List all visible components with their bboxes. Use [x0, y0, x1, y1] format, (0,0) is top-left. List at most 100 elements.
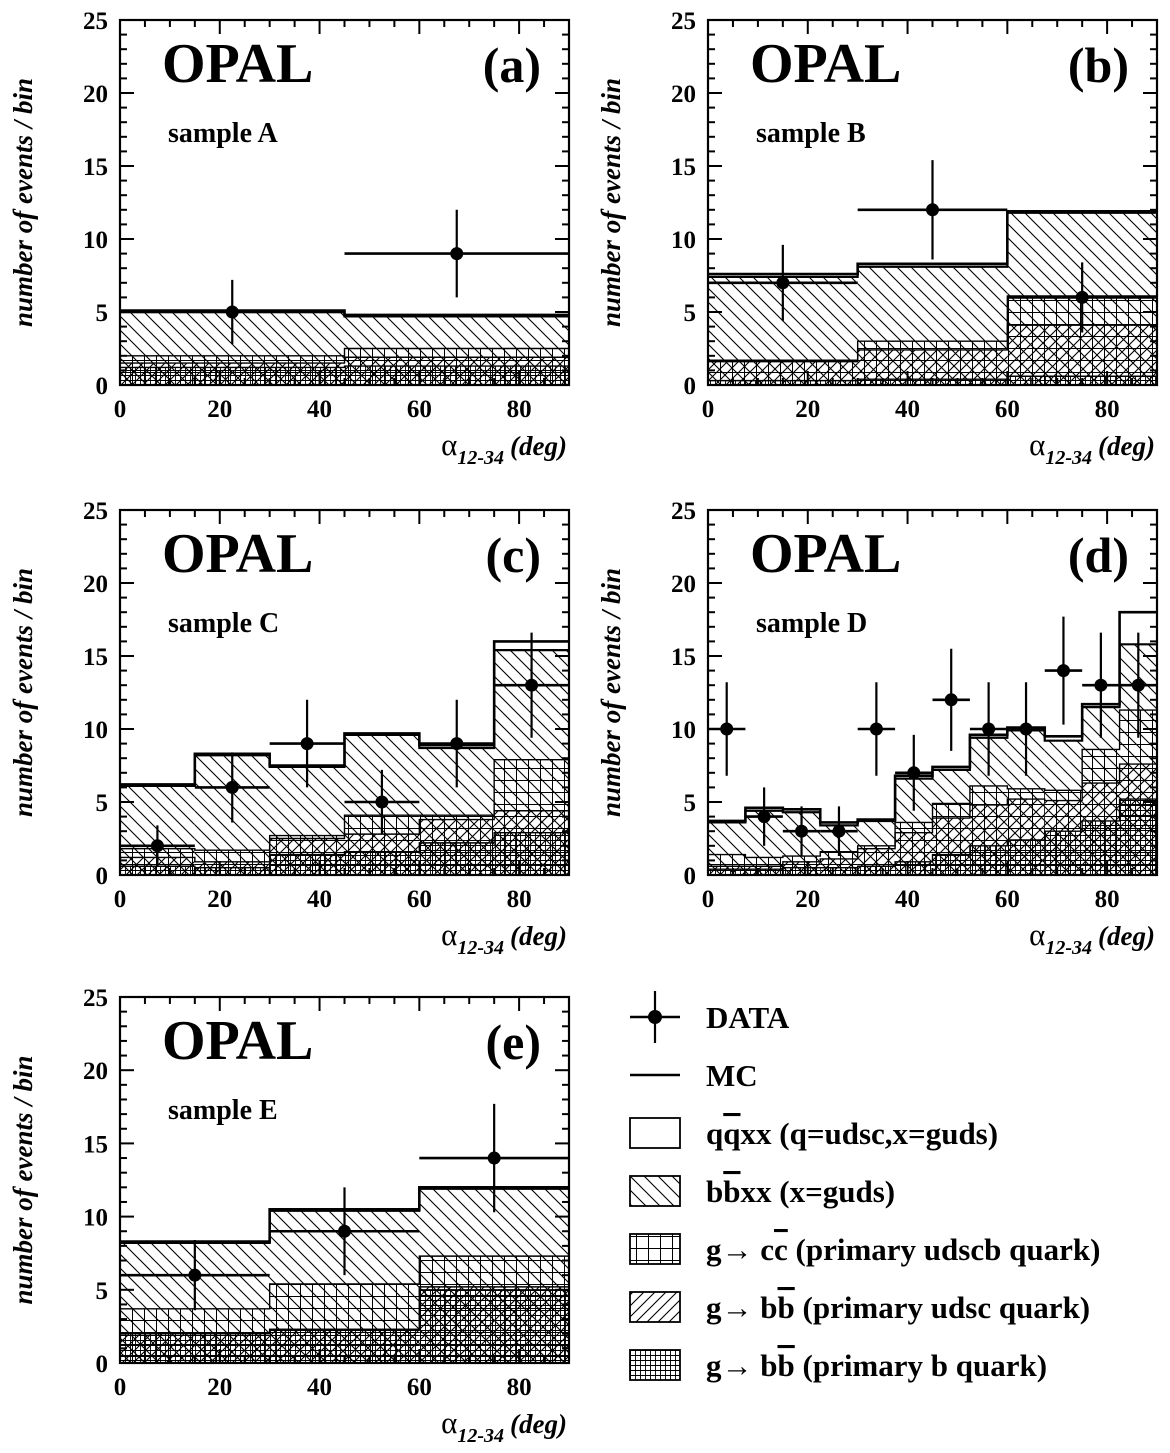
x-axis-unit: (deg) [510, 921, 567, 951]
x-tick-label: 80 [1095, 886, 1120, 913]
x-tick-label: 40 [895, 396, 920, 423]
y-axis-label: number of events / bin [596, 568, 626, 817]
legend-swatch-bbxx [629, 1175, 681, 1207]
y-tick-label: 15 [83, 154, 108, 181]
legend-label-part: (primary udscb quark) [788, 1232, 1101, 1267]
legend-label: MC [706, 1058, 758, 1093]
panel-label: (b) [1068, 37, 1129, 93]
bar-gbb_b [344, 366, 569, 385]
x-axis-symbol: α [441, 917, 457, 952]
bar-gbb_b [857, 866, 896, 875]
x-axis-subscript: 12-34 [457, 1425, 504, 1447]
y-tick-label: 15 [671, 154, 696, 181]
step-gcc [120, 347, 569, 357]
y-tick-label: 5 [96, 300, 109, 327]
x-tick-label: 20 [207, 1374, 232, 1401]
x-axis-label: α12-34 (deg) [441, 427, 567, 469]
x-axis-symbol: α [441, 1405, 457, 1440]
bar-gbb_b [1119, 799, 1157, 875]
sample-label: sample C [168, 608, 279, 639]
bar-gbb_b [419, 1289, 569, 1363]
data-point [487, 1151, 501, 1165]
x-tick-label: 40 [307, 396, 332, 423]
x-axis-symbol: α [1029, 917, 1045, 952]
legend-entry-gbb_udsc: g→ bb (primary udsc quark) [629, 1290, 1090, 1325]
panel-label: (a) [483, 37, 541, 93]
bar-gbb_b [344, 851, 420, 875]
chart-panel-e: 0 20 40 60 80 0 5 10 15 20 25 number of events / bi… [8, 985, 571, 1447]
x-axis-subscript: 12-34 [457, 447, 504, 469]
y-tick-label: 15 [83, 644, 108, 671]
x-axis-label: α12-34 (deg) [441, 1405, 567, 1447]
y-tick-label: 10 [671, 227, 696, 254]
legend-entry-data: DATA [630, 991, 790, 1043]
bar-gbb_b [820, 867, 858, 875]
y-tick-label: 25 [83, 498, 108, 525]
y-tick-label: 25 [671, 498, 696, 525]
legend-label-part: xx (q=udsc,x=guds) [741, 1116, 999, 1151]
mc-line [708, 209, 1157, 276]
step-gbb_b [120, 831, 569, 869]
y-tick-label: 5 [684, 300, 697, 327]
step-gcc [708, 709, 1157, 859]
x-axis-subscript: 12-34 [1045, 937, 1092, 959]
legend-label-part: (primary b quark) [795, 1348, 1047, 1383]
legend-label-part: q [706, 1116, 723, 1151]
x-tick-label: 0 [114, 886, 127, 913]
data-point [1131, 678, 1145, 692]
data-point [225, 780, 239, 794]
data-point [757, 810, 771, 824]
legend-label: g→ cc (primary udscb quark) [706, 1232, 1100, 1267]
step-gbb_udsc [120, 1286, 569, 1335]
x-tick-label: 40 [307, 1374, 332, 1401]
panel-label: (d) [1068, 527, 1129, 583]
x-tick-label: 80 [507, 886, 532, 913]
legend-label-part: g→ c [706, 1232, 774, 1267]
data-point [375, 795, 389, 809]
panel-label: (e) [486, 1014, 542, 1070]
mc-line [120, 640, 569, 786]
bar-gbb_b [895, 861, 933, 875]
x-axis-subscript: 12-34 [1045, 447, 1092, 469]
x-tick-label: 80 [507, 396, 532, 423]
y-axis-label: number of events / bin [8, 568, 38, 817]
data-point [982, 722, 996, 736]
chart-panel-b: 0 20 40 60 80 0 5 10 15 20 25 number of events / bi… [596, 8, 1159, 469]
bar-gbb_b [194, 867, 270, 875]
bar-gbb_udsc [708, 361, 858, 385]
y-tick-label: 15 [671, 644, 696, 671]
y-tick-label: 20 [83, 81, 108, 108]
y-tick-label: 20 [83, 1058, 108, 1085]
legend-label-part: g→ b [706, 1290, 778, 1325]
legend-swatch-gbb_udsc [629, 1291, 681, 1323]
legend-label-part: b [706, 1174, 723, 1209]
x-axis-unit: (deg) [510, 431, 567, 461]
step-bbxx-outline [708, 211, 1157, 279]
x-tick-label: 60 [407, 1374, 432, 1401]
y-tick-label: 20 [671, 81, 696, 108]
y-axis-label: number of events / bin [8, 78, 38, 327]
y-tick-label: 5 [96, 790, 109, 817]
legend-label: g→ bb (primary b quark) [706, 1348, 1047, 1383]
y-tick-label: 5 [96, 1278, 109, 1305]
bar-gbb_b [120, 866, 195, 875]
bar-gbb_b [1082, 820, 1120, 875]
legend-swatch-qqxx [629, 1117, 681, 1149]
bar-gbb_b [932, 854, 970, 875]
x-tick-label: 20 [207, 396, 232, 423]
legend-data-marker [648, 1010, 662, 1024]
step-gbb_udsc [120, 356, 569, 364]
legend-label: DATA [706, 1000, 790, 1035]
legend-entry-qqxx: qqxx (q=udsc,x=guds) [629, 1116, 999, 1151]
bar-gbb_b [745, 869, 783, 875]
bar-gbb_b [708, 869, 746, 875]
data-point [944, 693, 958, 707]
data-point [450, 737, 464, 751]
x-tick-label: 0 [114, 1374, 127, 1401]
legend-entry-gcc: g→ cc (primary udscb quark) [629, 1232, 1100, 1267]
x-tick-label: 0 [114, 396, 127, 423]
data-point [300, 737, 314, 751]
legend-label: bbxx (x=guds) [706, 1174, 895, 1209]
